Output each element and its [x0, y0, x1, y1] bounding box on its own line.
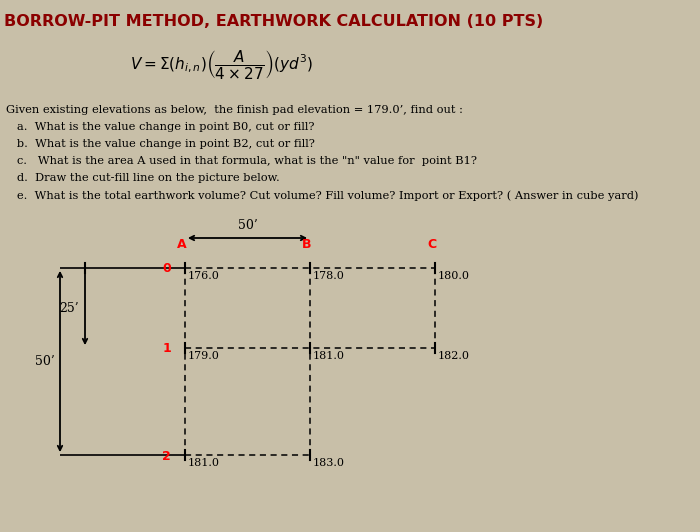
Text: C: C	[427, 238, 436, 251]
Text: 0: 0	[162, 262, 171, 276]
Text: B: B	[302, 238, 312, 251]
Text: c.   What is the area A used in that formula, what is the "n" value for  point B: c. What is the area A used in that formu…	[6, 156, 477, 166]
Text: 181.0: 181.0	[313, 351, 345, 361]
Text: 176.0: 176.0	[188, 271, 220, 281]
Text: Given existing elevations as below,  the finish pad elevation = 179.0’, find out: Given existing elevations as below, the …	[6, 105, 463, 115]
Text: 50’: 50’	[35, 355, 55, 368]
Text: A: A	[177, 238, 187, 251]
Text: 182.0: 182.0	[438, 351, 470, 361]
Text: BORROW-PIT METHOD, EARTHWORK CALCULATION (10 PTS): BORROW-PIT METHOD, EARTHWORK CALCULATION…	[4, 14, 543, 29]
Text: b.  What is the value change in point B2, cut or fill?: b. What is the value change in point B2,…	[6, 139, 315, 149]
Text: 50’: 50’	[237, 219, 258, 232]
Text: 180.0: 180.0	[438, 271, 470, 281]
Text: 1: 1	[162, 343, 171, 355]
Text: 183.0: 183.0	[313, 458, 345, 468]
Text: 179.0: 179.0	[188, 351, 220, 361]
Text: 2: 2	[162, 450, 171, 462]
Text: 181.0: 181.0	[188, 458, 220, 468]
Text: $V = \Sigma(h_{i,n})\left(\dfrac{A}{4 \times 27}\right)(yd^3)$: $V = \Sigma(h_{i,n})\left(\dfrac{A}{4 \t…	[130, 48, 314, 81]
Text: d.  Draw the cut-fill line on the picture below.: d. Draw the cut-fill line on the picture…	[6, 173, 280, 183]
Text: 25’: 25’	[60, 302, 79, 314]
Text: e.  What is the total earthwork volume? Cut volume? Fill volume? Import or Expor: e. What is the total earthwork volume? C…	[6, 190, 638, 201]
Text: a.  What is the value change in point B0, cut or fill?: a. What is the value change in point B0,…	[6, 122, 314, 132]
Text: 178.0: 178.0	[313, 271, 345, 281]
